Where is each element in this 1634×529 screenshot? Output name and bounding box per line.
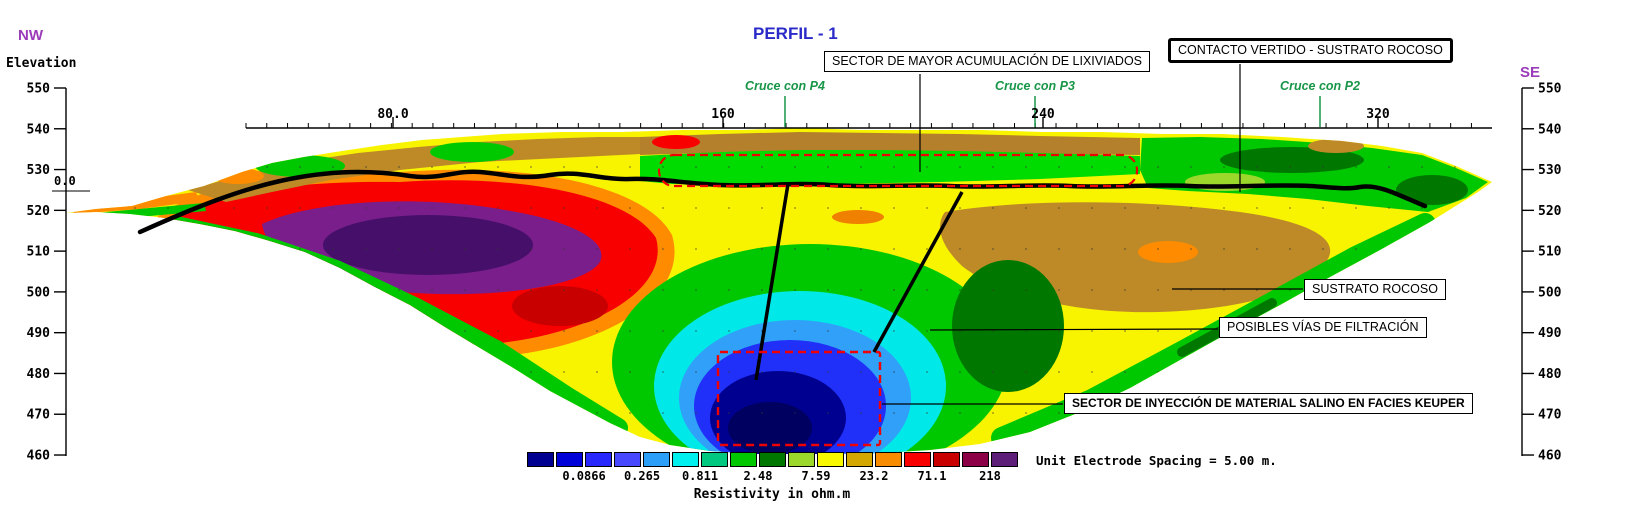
legend-color-swatch (933, 452, 960, 467)
legend-color-swatch (701, 452, 728, 467)
resistivity-legend: 0.0866 0.265 0.811 2.48 7.59 23.2 71.1 218 (527, 452, 1027, 486)
annotation-leachate: SECTOR DE MAYOR ACUMULACIÓN DE LIXIVIADO… (824, 51, 1151, 72)
left-axis-ticks: 550 540 530 520 510 500 490 480 470 460 (27, 82, 66, 464)
legend-color-swatch (585, 452, 612, 467)
crossing-label-p3: Cruce con P3 (995, 79, 1075, 93)
orientation-se-label: SE (1520, 64, 1541, 81)
left-axis-tick-label: 510 (27, 245, 51, 260)
legend-value: 2.48 (743, 469, 773, 483)
dark-red-patch (195, 258, 305, 306)
legend-color-swatch (527, 452, 554, 467)
electrode-spacing-note: Unit Electrode Spacing = 5.00 m. (1036, 453, 1277, 468)
legend-color-swatch (875, 452, 902, 467)
right-axis-tick-label: 470 (1538, 408, 1562, 423)
legend-value: 0.265 (623, 469, 661, 483)
left-axis-tick-label: 460 (27, 449, 51, 464)
legend-color-swatch (846, 452, 873, 467)
legend-value: 0.811 (681, 469, 719, 483)
origin-distance-label: 0.0 (54, 174, 76, 188)
legend-swatches (527, 452, 1027, 467)
right-axis-tick-label: 550 (1538, 82, 1562, 97)
right-axis-tick-label: 460 (1538, 449, 1562, 464)
right-axis-tick-label: 540 (1538, 122, 1562, 137)
filtration-path-line-1 (754, 183, 790, 381)
legend-color-swatch (817, 452, 844, 467)
legend-color-swatch (788, 452, 815, 467)
legend-value: 0.0866 (562, 469, 606, 483)
page-title: PERFIL - 1 (753, 24, 838, 43)
legend-color-swatch (556, 452, 583, 467)
legend-color-swatch (962, 452, 989, 467)
left-edge-cyan-sliver (318, 284, 390, 334)
legend-scale-label: Resistivity in ohm.m (693, 487, 851, 502)
annotation-bedrock: SUSTRATO ROCOSO (1304, 279, 1446, 300)
legend-color-swatch (991, 452, 1018, 467)
elevation-axis-label: Elevation (6, 56, 77, 71)
legend-value: 71.1 (917, 469, 947, 483)
left-axis-tick-label: 480 (27, 367, 51, 382)
legend-color-swatch (672, 452, 699, 467)
distance-tick-label: 80.0 (377, 107, 409, 122)
distance-tick-label: 240 (1031, 107, 1055, 122)
annotation-contact: CONTACTO VERTIDO - SUSTRATO ROCOSO (1168, 38, 1453, 63)
left-axis-tick-label: 520 (27, 204, 51, 219)
right-axis-ticks: 550 540 530 520 510 500 490 480 470 460 (1522, 82, 1562, 464)
right-axis-tick-label: 520 (1538, 204, 1562, 219)
legend-color-swatch (904, 452, 931, 467)
legend-color-swatch (643, 452, 670, 467)
legend-color-swatch (614, 452, 641, 467)
legend-value: 23.2 (859, 469, 889, 483)
legend-value: 7.59 (801, 469, 831, 483)
legend-color-swatch (759, 452, 786, 467)
filtration-leader-line (929, 328, 1219, 331)
annotation-filtration: POSIBLES VÍAS DE FILTRACIÓN (1219, 317, 1427, 338)
orientation-nw-label: NW (18, 27, 43, 44)
legend-color-swatch (730, 452, 757, 467)
right-axis-tick-label: 490 (1538, 326, 1562, 341)
right-axis-tick-label: 510 (1538, 245, 1562, 260)
crossing-tick-marks (784, 96, 1321, 127)
crossing-label-p4: Cruce con P4 (745, 79, 825, 93)
annotation-injection: SECTOR DE INYECCIÓN DE MATERIAL SALINO E… (1064, 393, 1473, 414)
left-axis-tick-label: 550 (27, 82, 51, 97)
left-axis-tick-label: 500 (27, 285, 51, 300)
left-axis-tick-label: 530 (27, 163, 51, 178)
distance-tick-label: 160 (711, 107, 735, 122)
left-axis-tick-label: 490 (27, 326, 51, 341)
right-axis-tick-label: 500 (1538, 285, 1562, 300)
legend-value: 218 (979, 469, 1001, 483)
section-colors (66, 128, 1492, 454)
right-axis-tick-label: 480 (1538, 367, 1562, 382)
crossing-label-p2: Cruce con P2 (1280, 79, 1360, 93)
datum-dots-overlay (66, 128, 1492, 454)
red-dashed-leachate-outline (657, 153, 1139, 188)
right-axis-tick-label: 530 (1538, 163, 1562, 178)
filtration-path-line-2 (872, 191, 964, 353)
red-dashed-injection-outline (716, 350, 882, 447)
left-axis-tick-label: 540 (27, 122, 51, 137)
distance-tick-label: 320 (1366, 107, 1390, 122)
left-axis-tick-label: 470 (27, 408, 51, 423)
top-axis-ticks (245, 117, 1472, 128)
